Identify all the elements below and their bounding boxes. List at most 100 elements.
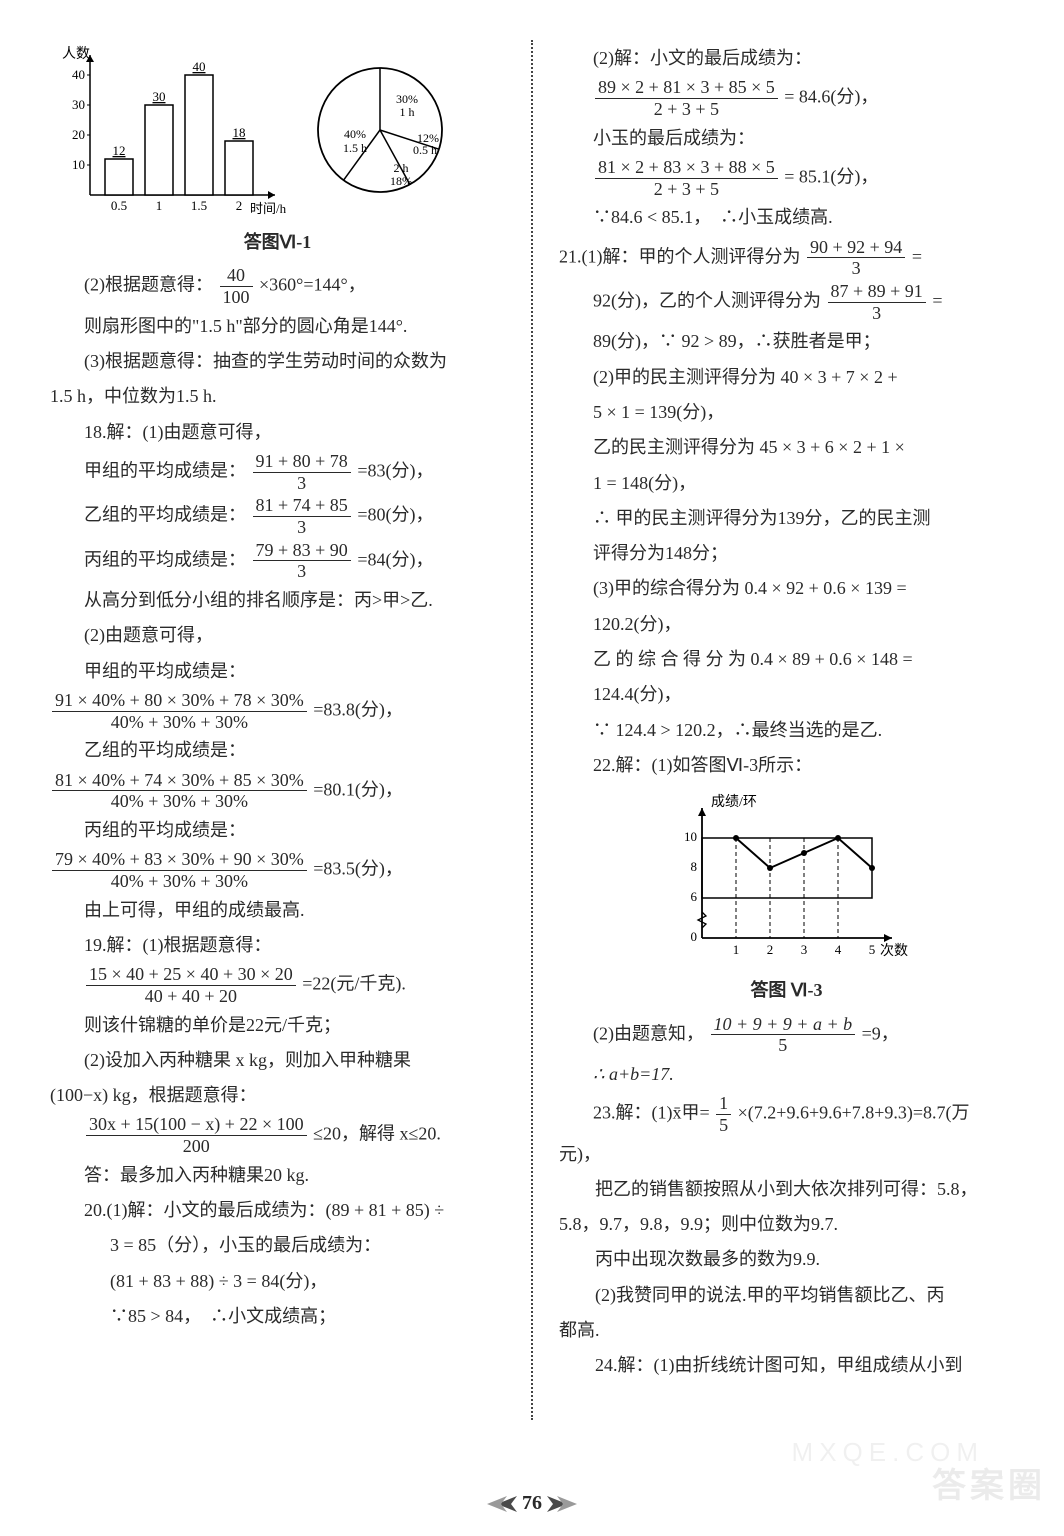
- text: =9，: [862, 1023, 899, 1043]
- text: (2)我赞同甲的说法.甲的平均销售额比乙、丙: [559, 1279, 1014, 1312]
- text: 从高分到低分小组的排名顺序是：丙>甲>乙.: [50, 584, 505, 617]
- text: =22(元/千克).: [302, 974, 406, 994]
- watermark-main: 答案圈: [932, 1455, 1046, 1518]
- page-number: 76: [522, 1492, 542, 1514]
- svg-text:1.5: 1.5: [191, 198, 207, 213]
- text: ∵85 > 84， ∴小文成绩高；: [50, 1300, 505, 1333]
- text: 1.5 h，中位数为1.5 h.: [50, 380, 505, 413]
- text: 18.解：(1)由题意可得，: [50, 416, 505, 449]
- text: 乙 的 综 合 得 分 为 0.4 × 89 + 0.6 × 148 =: [559, 643, 1014, 676]
- fraction: 90 + 92 + 943: [807, 237, 905, 279]
- fraction: 87 + 89 + 913: [828, 281, 926, 323]
- text: 5 × 1 = 139(分)，: [559, 396, 1014, 429]
- svg-text:30: 30: [72, 97, 85, 112]
- text: 3 = 85（分），小玉的最后成绩为：: [50, 1229, 505, 1262]
- text: 丙组的平均成绩是：: [50, 814, 505, 847]
- text: 小玉的最后成绩为：: [559, 122, 1014, 155]
- text: =83.5(分)，: [313, 859, 403, 879]
- text: 评得分为148分；: [559, 537, 1014, 570]
- text: 124.4(分)，: [559, 678, 1014, 711]
- text: 则扇形图中的"1.5 h"部分的圆心角是144°.: [50, 310, 505, 343]
- svg-text:时间/h: 时间/h: [250, 201, 287, 216]
- figure-6-1-group: 10 20 30 40 12 30 40 18: [50, 40, 505, 220]
- text: (2)由题意知，: [593, 1023, 704, 1043]
- text: ∴ 甲的民主测评得分为139分，乙的民主测: [559, 502, 1014, 535]
- text: 79 × 40% + 83 × 30% + 90 × 30%40% + 30% …: [50, 849, 505, 891]
- svg-text:8: 8: [690, 859, 697, 874]
- fraction: 89 × 2 + 81 × 3 + 85 × 52 + 3 + 5: [595, 77, 778, 119]
- pie-chart: 30%1 h 12%0.5 h 2 h18% 40%1.5 h: [300, 50, 460, 210]
- text: 乙的民主测评得分为 45 × 3 + 6 × 2 + 1 ×: [559, 431, 1014, 464]
- svg-text:18%: 18%: [390, 174, 412, 188]
- text: (3)甲的综合得分为 0.4 × 92 + 0.6 × 139 =: [559, 572, 1014, 605]
- svg-text:4: 4: [834, 942, 841, 957]
- svg-text:10: 10: [684, 829, 697, 844]
- svg-text:6: 6: [690, 889, 697, 904]
- svg-text:人数: 人数: [62, 46, 90, 62]
- text: (3)根据题意得：抽查的学生劳动时间的众数为: [50, 345, 505, 378]
- svg-text:2 h: 2 h: [394, 161, 409, 175]
- svg-text:1: 1: [156, 198, 163, 213]
- svg-text:20: 20: [72, 127, 85, 142]
- text: 89 × 2 + 81 × 3 + 85 × 52 + 3 + 5 = 84.6…: [559, 77, 1014, 119]
- text: (2)由题意知， 10 + 9 + 9 + a + b5 =9，: [559, 1014, 1014, 1056]
- text: 91 × 40% + 80 × 30% + 78 × 30%40% + 30% …: [50, 690, 505, 732]
- svg-text:30: 30: [153, 89, 166, 104]
- svg-text:次数: 次数: [880, 943, 908, 959]
- text: 把乙的销售额按照从小到大依次排列可得：5.8，: [559, 1173, 1014, 1206]
- text: 21.(1)解：甲的个人测评得分为: [559, 246, 801, 266]
- text: 22.解：(1)如答图Ⅵ-3所示：: [559, 749, 1014, 782]
- fraction: 81 + 74 + 853: [253, 495, 351, 537]
- text: 24.解：(1)由折线统计图可知，甲组成绩从小到: [559, 1349, 1014, 1382]
- figure-caption: 答图 Ⅵ-3: [559, 974, 1014, 1007]
- text: ∴ a+b=17.: [559, 1058, 1014, 1091]
- svg-text:10: 10: [72, 157, 85, 172]
- svg-text:0.5 h: 0.5 h: [413, 143, 437, 157]
- text: ≤20，解得 x≤20.: [313, 1124, 441, 1144]
- footer-left-icon: [487, 1496, 517, 1512]
- text: 由上可得，甲组的成绩最高.: [50, 894, 505, 927]
- text: ×360°=144°，: [259, 275, 366, 295]
- svg-text:0.5: 0.5: [111, 198, 127, 213]
- text: =80(分)，: [357, 505, 433, 525]
- text: 89(分)，∵ 92 > 89，∴获胜者是甲；: [559, 325, 1014, 358]
- svg-text:3: 3: [800, 942, 807, 957]
- text: = 85.1(分)，: [784, 166, 878, 186]
- text: 乙组的平均成绩是：: [84, 505, 246, 525]
- text: 19.解：(1)根据题意得：: [50, 929, 505, 962]
- text: =: [932, 290, 942, 310]
- text: ×(7.2+9.6+9.6+7.8+9.3)=8.7(万: [738, 1103, 970, 1123]
- text: 甲组的平均成绩是：: [84, 460, 246, 480]
- svg-text:1.5 h: 1.5 h: [343, 141, 367, 155]
- svg-text:1: 1: [732, 942, 739, 957]
- text: 120.2(分)，: [559, 608, 1014, 641]
- text: (2)设加入丙种糖果 x kg，则加入甲种糖果: [50, 1044, 505, 1077]
- text: 乙组的平均成绩是：: [50, 734, 505, 767]
- text: (2)甲的民主测评得分为 40 × 3 + 7 × 2 +: [559, 361, 1014, 394]
- text: 则该什锦糖的单价是22元/千克；: [50, 1009, 505, 1042]
- svg-text:成绩/环: 成绩/环: [711, 794, 757, 810]
- text: ∵84.6 < 85.1， ∴小玉成绩高.: [559, 201, 1014, 234]
- text: 甲组的平均成绩是：: [50, 655, 505, 688]
- text: 81 × 2 + 83 × 3 + 88 × 52 + 3 + 5 = 85.1…: [559, 157, 1014, 199]
- fraction: 91 × 40% + 80 × 30% + 78 × 30%40% + 30% …: [52, 690, 307, 732]
- text: 丙中出现次数最多的数为9.9.: [559, 1243, 1014, 1276]
- text: 23.解：(1)x̄甲= 15 ×(7.2+9.6+9.6+7.8+9.3)=8…: [559, 1093, 1014, 1135]
- text: =83.8(分)，: [313, 699, 403, 719]
- text: 21.(1)解：甲的个人测评得分为 90 + 92 + 943 =: [559, 237, 1014, 279]
- text: 丙组的平均成绩是： 79 + 83 + 903 =84(分)，: [50, 540, 505, 582]
- text: =: [912, 246, 922, 266]
- fraction: 81 × 2 + 83 × 3 + 88 × 52 + 3 + 5: [595, 157, 778, 199]
- svg-text:5: 5: [868, 942, 875, 957]
- text: 都高.: [559, 1314, 1014, 1347]
- svg-text:1 h: 1 h: [400, 105, 415, 119]
- text: 92(分)，乙的个人测评得分为: [593, 290, 821, 310]
- text: 23.解：(1)x̄甲=: [593, 1103, 710, 1123]
- svg-text:0: 0: [690, 929, 697, 944]
- text: 92(分)，乙的个人测评得分为 87 + 89 + 913 =: [559, 281, 1014, 323]
- bar-chart: 10 20 30 40 12 30 40 18: [50, 40, 290, 220]
- figure-caption: 答图Ⅵ-1: [50, 226, 505, 259]
- text: =83(分)，: [357, 460, 433, 480]
- text: 5.8，9.7，9.8，9.9；则中位数为9.7.: [559, 1208, 1014, 1241]
- fraction: 91 + 80 + 783: [253, 451, 351, 493]
